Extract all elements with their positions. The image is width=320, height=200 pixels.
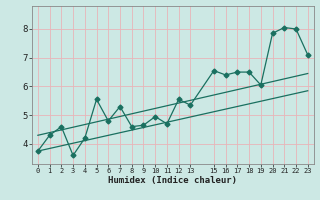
X-axis label: Humidex (Indice chaleur): Humidex (Indice chaleur)	[108, 176, 237, 185]
